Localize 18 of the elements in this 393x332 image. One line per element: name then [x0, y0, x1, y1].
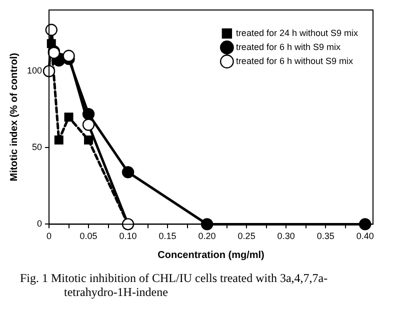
legend-label: treated for 6 h with S9 mix [236, 42, 341, 52]
y-axis-title: Mitotic index (% of control) [8, 52, 20, 182]
caption: Fig. 1 Mitotic inhibition of CHL/IU cells treated with 3a,4,7,7a-tetrahydro-1H-indene [20, 271, 329, 299]
x-tick-label: 0.30 [277, 231, 295, 242]
y-tick-label: 50 [32, 142, 42, 152]
x-tick-label: 0.20 [198, 231, 216, 242]
x-tick-label: 0.40 [356, 231, 374, 242]
x-tick-label: 0.25 [238, 231, 256, 242]
y-tick-label: 100 [26, 66, 42, 76]
legend-label: treated for 24 h without S9 mix [236, 28, 358, 38]
x-tick-label: 0.05 [80, 231, 98, 242]
x-axis-title: Concentration (mg/ml) [158, 250, 264, 261]
legend-label: treated for 6 h without S9 mix [236, 56, 354, 66]
x-tick-label: 0.15 [158, 231, 176, 242]
x-tick-label: 0.10 [119, 231, 137, 242]
y-tick-label: 0 [37, 218, 42, 229]
x-tick-label: 0.35 [316, 231, 334, 242]
x-tick-label: 0 [46, 231, 52, 242]
